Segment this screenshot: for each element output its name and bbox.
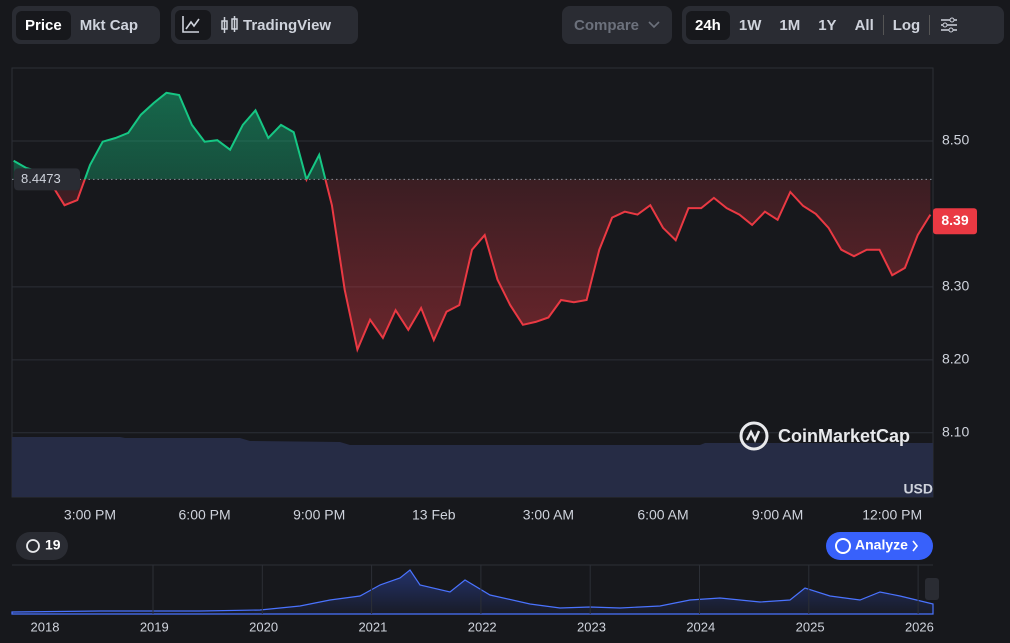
last-price-badge [933, 208, 977, 235]
navigator-line [11, 569, 934, 615]
analyze-icon [835, 538, 851, 554]
range-group: 24h 1W 1M 1Y All Log [682, 6, 1004, 44]
y-unit: USD [903, 481, 933, 497]
price-line-down [45, 179, 932, 353]
chevron [648, 21, 660, 29]
line-mode-button[interactable] [175, 10, 211, 40]
year-label: 2023 [577, 619, 606, 634]
year-label: 2018 [31, 619, 60, 634]
x-tick-label: 6:00 PM [179, 507, 231, 523]
divider [882, 15, 884, 35]
watermark-text: CoinMarketCap [778, 426, 910, 446]
x-tick-label: 3:00 AM [523, 507, 574, 523]
analyze-button[interactable] [826, 532, 933, 560]
x-tick-label: 3:00 PM [64, 507, 116, 523]
area-down [13, 179, 931, 350]
year-label: 2020 [249, 619, 278, 634]
x-tick-label: 9:00 AM [752, 507, 803, 523]
badge-count: 19 [45, 537, 61, 553]
area-up [13, 92, 326, 180]
y-tick-label: 8.20 [942, 351, 969, 367]
x-tick-label: 9:00 PM [293, 507, 345, 523]
compare-button[interactable]: Compare [562, 6, 672, 44]
year-label: 2019 [140, 619, 169, 634]
analyze-label: Analyze [855, 537, 908, 553]
tradingview-button[interactable]: TradingView [243, 16, 332, 34]
range-button[interactable]: 1M [779, 16, 801, 34]
history-icon [26, 539, 40, 553]
navigator-handle[interactable] [925, 578, 939, 600]
year-label: 2022 [468, 619, 497, 634]
badge[interactable] [16, 532, 68, 560]
x-tick-label: 6:00 AM [637, 507, 688, 523]
reference-label: 8.4473 [21, 171, 61, 186]
analyze-chevron [912, 540, 919, 552]
x-tick-label: 13 Feb [412, 507, 456, 523]
price-line-up [13, 91, 327, 180]
log-button[interactable]: Log [892, 16, 921, 34]
range-button[interactable]: 1Y [818, 16, 837, 34]
settings-icon[interactable] [930, 15, 966, 35]
line-icon [182, 16, 200, 33]
tab[interactable]: Mkt Cap [79, 16, 139, 34]
divider [929, 15, 931, 35]
candle-icon [221, 16, 238, 33]
volume-bars [12, 437, 933, 497]
mode-group: TradingView [171, 6, 358, 44]
year-label: 2024 [686, 619, 715, 634]
x-tick-label: 12:00 PM [862, 507, 922, 523]
year-label: 2021 [358, 619, 387, 634]
watermark: CoinMarketCap [739, 421, 910, 451]
range-button[interactable]: 24h [686, 10, 730, 40]
compare-label: Compare [574, 16, 640, 34]
range-button[interactable]: 1W [738, 16, 762, 34]
tab[interactable]: Price [16, 10, 71, 40]
y-tick-label: 8.50 [942, 132, 969, 148]
y-tick-label: 8.10 [942, 423, 969, 439]
reference-badge [14, 168, 80, 191]
last-price-label: 8.39 [941, 212, 968, 228]
year-label: 2025 [796, 619, 825, 634]
y-tick-label: 8.30 [942, 278, 969, 294]
range-button[interactable]: All [854, 16, 874, 34]
year-label: 2026 [905, 619, 934, 634]
tab-group: Price Mkt Cap [12, 6, 160, 44]
